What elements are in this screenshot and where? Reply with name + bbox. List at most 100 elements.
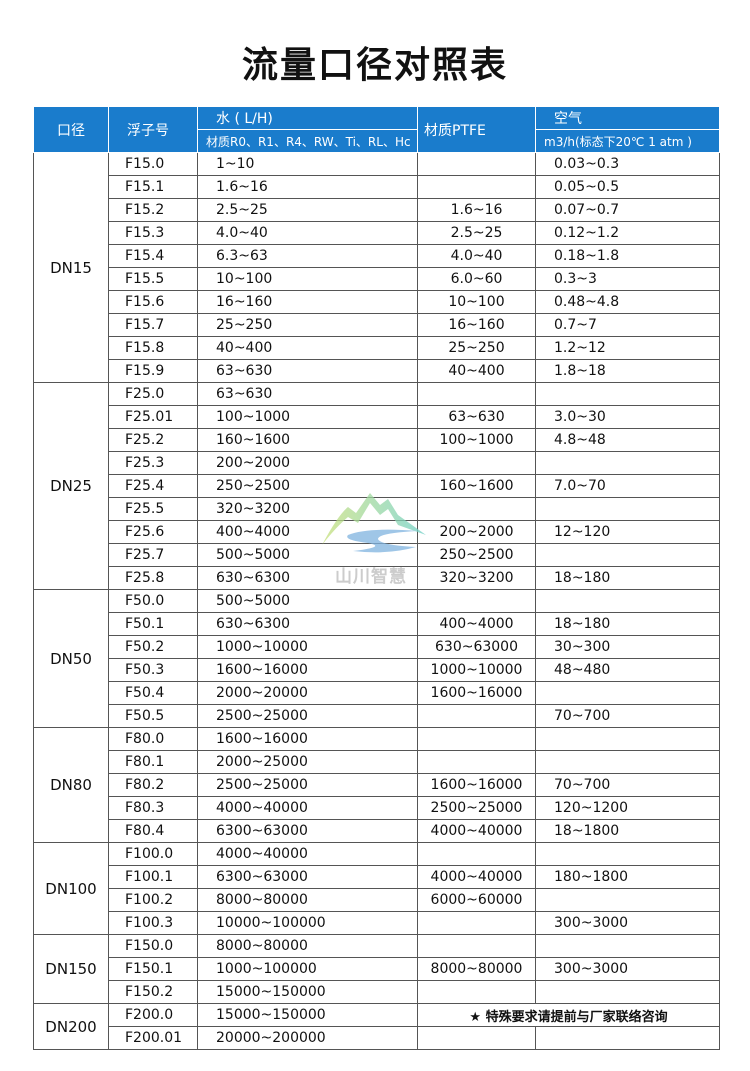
water-range-cell: 200~2000 xyxy=(197,451,418,475)
header-air-unit: m3/h(标态下20℃ 1 atm ) xyxy=(535,129,720,153)
air-range-cell: 0.48~4.8 xyxy=(535,290,720,314)
float-number-cell: F25.0 xyxy=(108,382,198,406)
air-range-cell xyxy=(535,681,720,705)
header-water: 水 ( L/H) xyxy=(197,107,418,130)
water-range-cell: 25~250 xyxy=(197,313,418,337)
table-row: F100.2 8000~80000 6000~60000 xyxy=(34,888,720,912)
table-row: DN50 F50.0 500~5000 xyxy=(33,589,720,728)
table-row: F15.9 63~630 40~400 1.8~18 xyxy=(34,359,720,383)
ptfe-range-cell: 630~63000 xyxy=(417,635,536,659)
air-range-cell: 120~1200 xyxy=(535,796,720,820)
water-range-cell: 63~630 xyxy=(197,382,418,406)
float-number-cell: F25.01 xyxy=(108,405,198,429)
water-range-cell: 160~1600 xyxy=(197,428,418,452)
ptfe-range-cell xyxy=(417,704,536,728)
water-range-cell: 15000~150000 xyxy=(197,1003,418,1027)
air-range-cell: 0.3~3 xyxy=(535,267,720,291)
water-range-cell: 2500~25000 xyxy=(197,773,418,797)
ptfe-range-cell: 160~1600 xyxy=(417,474,536,498)
watermark-text: 山川智慧 xyxy=(335,567,407,587)
ptfe-range-cell xyxy=(417,589,536,613)
air-range-cell: 48~480 xyxy=(535,658,720,682)
air-range-cell xyxy=(535,451,720,475)
air-range-cell: 1.2~12 xyxy=(535,336,720,360)
table-row: F50.3 1600~16000 1000~10000 48~480 xyxy=(34,658,720,682)
table-row: F25.7 500~5000 250~2500 xyxy=(34,543,720,567)
float-number-cell: F15.5 xyxy=(108,267,198,291)
air-range-cell: 0.18~1.8 xyxy=(535,244,720,268)
water-range-cell: 630~6300 xyxy=(197,566,418,590)
water-range-cell: 6300~63000 xyxy=(197,819,418,843)
air-range-cell xyxy=(535,1026,720,1050)
table-row: F150.1 1000~100000 8000~80000 300~3000 xyxy=(34,957,720,981)
float-number-cell: F50.3 xyxy=(108,658,198,682)
flow-caliber-table: 口径 浮子号 水 ( L/H) 材质PTFE 空气 材质R0、R1、R4、RW、… xyxy=(33,107,720,1050)
table-row: F150.2 15000~150000 xyxy=(34,980,720,1004)
water-range-cell: 10~100 xyxy=(197,267,418,291)
caliber-cell: DN100 xyxy=(33,842,109,935)
ptfe-range-cell: 100~1000 xyxy=(417,428,536,452)
air-range-cell: 18~180 xyxy=(535,612,720,636)
table-row: DN100 F100.0 4000~40000 xyxy=(33,842,720,935)
table-row: F50.4 2000~20000 1600~16000 xyxy=(34,681,720,705)
table-row: DN200 F200.0 15000~150000 ★ 特殊要求请提前与厂家联络咨询 xyxy=(33,1003,720,1050)
ptfe-range-cell: 1000~10000 xyxy=(417,658,536,682)
ptfe-range-cell: 63~630 xyxy=(417,405,536,429)
air-range-cell xyxy=(535,727,720,751)
ptfe-range-cell: 4000~40000 xyxy=(417,819,536,843)
table-row: F200.01 20000~200000 xyxy=(34,1026,720,1050)
water-range-cell: 6300~63000 xyxy=(197,865,418,889)
table-row: DN80 F80.0 1600~16000 xyxy=(33,727,720,843)
ptfe-range-cell xyxy=(417,497,536,521)
water-range-cell: 1000~10000 xyxy=(197,635,418,659)
ptfe-range-cell xyxy=(417,934,536,958)
float-number-cell: F100.1 xyxy=(108,865,198,889)
float-number-cell: F50.1 xyxy=(108,612,198,636)
mountain-logo-watermark xyxy=(322,493,426,553)
water-range-cell: 100~1000 xyxy=(197,405,418,429)
float-number-cell: F50.5 xyxy=(108,704,198,728)
special-request-note: ★ 特殊要求请提前与厂家联络咨询 xyxy=(417,1003,720,1027)
water-range-cell: 40~400 xyxy=(197,336,418,360)
water-range-cell: 2000~25000 xyxy=(197,750,418,774)
water-range-cell: 6.3~63 xyxy=(197,244,418,268)
water-range-cell: 8000~80000 xyxy=(197,934,418,958)
caliber-cell: DN150 xyxy=(33,934,109,1004)
air-range-cell xyxy=(535,543,720,567)
ptfe-range-cell xyxy=(417,1026,536,1050)
water-range-cell: 1000~100000 xyxy=(197,957,418,981)
float-number-cell: F100.3 xyxy=(108,911,198,935)
table-row: F15.8 40~400 25~250 1.2~12 xyxy=(34,336,720,360)
ptfe-range-cell xyxy=(417,980,536,1004)
float-number-cell: F15.3 xyxy=(108,221,198,245)
water-range-cell: 20000~200000 xyxy=(197,1026,418,1050)
air-range-cell: 18~1800 xyxy=(535,819,720,843)
water-range-cell: 1.6~16 xyxy=(197,175,418,199)
water-range-cell: 630~6300 xyxy=(197,612,418,636)
water-range-cell: 2.5~25 xyxy=(197,198,418,222)
ptfe-range-cell: 6.0~60 xyxy=(417,267,536,291)
water-range-cell: 1600~16000 xyxy=(197,727,418,751)
air-range-cell: 1.8~18 xyxy=(535,359,720,383)
float-number-cell: F25.8 xyxy=(108,566,198,590)
float-number-cell: F15.6 xyxy=(108,290,198,314)
air-range-cell xyxy=(535,589,720,613)
ptfe-range-cell: 400~4000 xyxy=(417,612,536,636)
page-title: 流量口径对照表 xyxy=(241,45,508,86)
water-range-cell: 15000~150000 xyxy=(197,980,418,1004)
table-row: F15.5 10~100 6.0~60 0.3~3 xyxy=(34,267,720,291)
float-number-cell: F50.0 xyxy=(108,589,198,613)
table-row: F80.2 2500~25000 1600~16000 70~700 xyxy=(34,773,720,797)
air-range-cell: 0.7~7 xyxy=(535,313,720,337)
air-range-cell: 0.12~1.2 xyxy=(535,221,720,245)
ptfe-range-cell: 320~3200 xyxy=(417,566,536,590)
float-number-cell: F80.4 xyxy=(108,819,198,843)
float-number-cell: F15.0 xyxy=(108,152,198,176)
caliber-cell: DN15 xyxy=(33,152,109,383)
air-range-cell xyxy=(535,842,720,866)
float-number-cell: F25.6 xyxy=(108,520,198,544)
float-number-cell: F80.1 xyxy=(108,750,198,774)
ptfe-range-cell: 6000~60000 xyxy=(417,888,536,912)
ptfe-range-cell: 25~250 xyxy=(417,336,536,360)
float-number-cell: F100.2 xyxy=(108,888,198,912)
